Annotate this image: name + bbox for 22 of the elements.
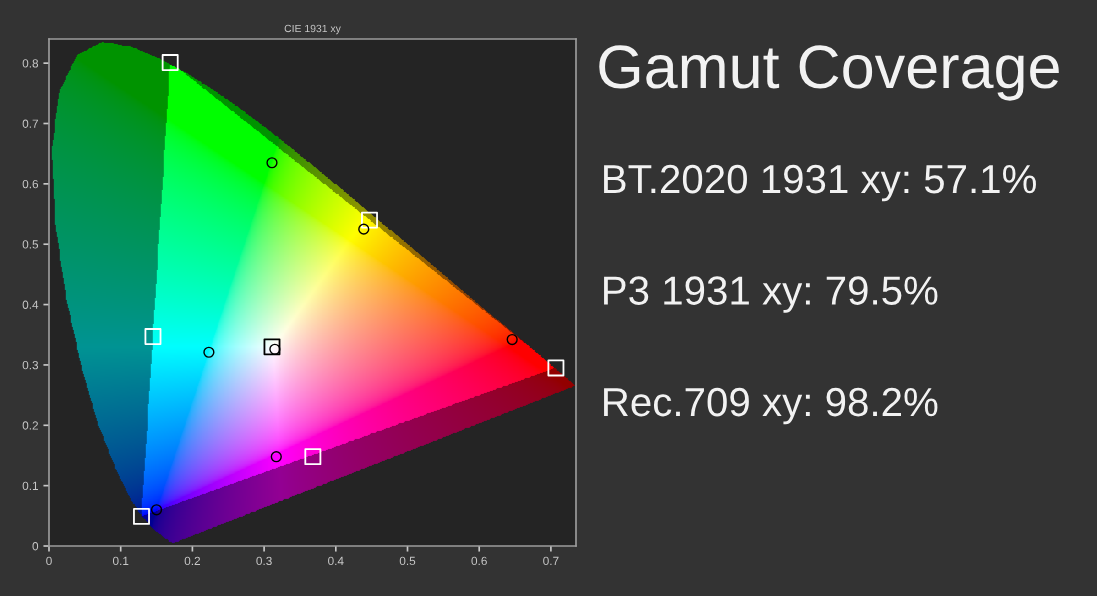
y-tick-label: 0.7 <box>22 119 38 128</box>
chart-title: CIE 1931 xy <box>284 24 341 35</box>
text: Gamut Coverage <box>599 45 1059 101</box>
y-tick-label: 0.8 <box>22 59 39 68</box>
x-tick-label: 0.2 <box>184 556 201 566</box>
x-tick-label: 0.6 <box>471 556 487 566</box>
x-tick-label: 0.3 <box>256 556 272 566</box>
x-tick-label: 0.4 <box>328 556 344 566</box>
y-tick-label: 0.2 <box>22 421 38 430</box>
y-tick-label: 0 <box>32 542 39 551</box>
x-tick-label: 0.5 <box>399 556 416 566</box>
y-tick-label: 0.3 <box>22 360 39 370</box>
y-tick-label: 0.1 <box>22 481 39 491</box>
y-tick-label: 0.5 <box>22 240 39 249</box>
text: Rec.709 xy: 98.2% <box>604 387 938 425</box>
y-tick-label: 0.6 <box>22 179 39 189</box>
x-tick-label: 0.7 <box>543 556 559 566</box>
text: P3 1931 xy: 79.5% <box>604 276 938 313</box>
text: BT.2020 1931 xy: 57.1% <box>604 164 1036 202</box>
x-tick-label: 0.1 <box>112 556 129 566</box>
y-tick-label: 0.4 <box>22 300 39 309</box>
x-tick-label: 0 <box>46 556 52 566</box>
